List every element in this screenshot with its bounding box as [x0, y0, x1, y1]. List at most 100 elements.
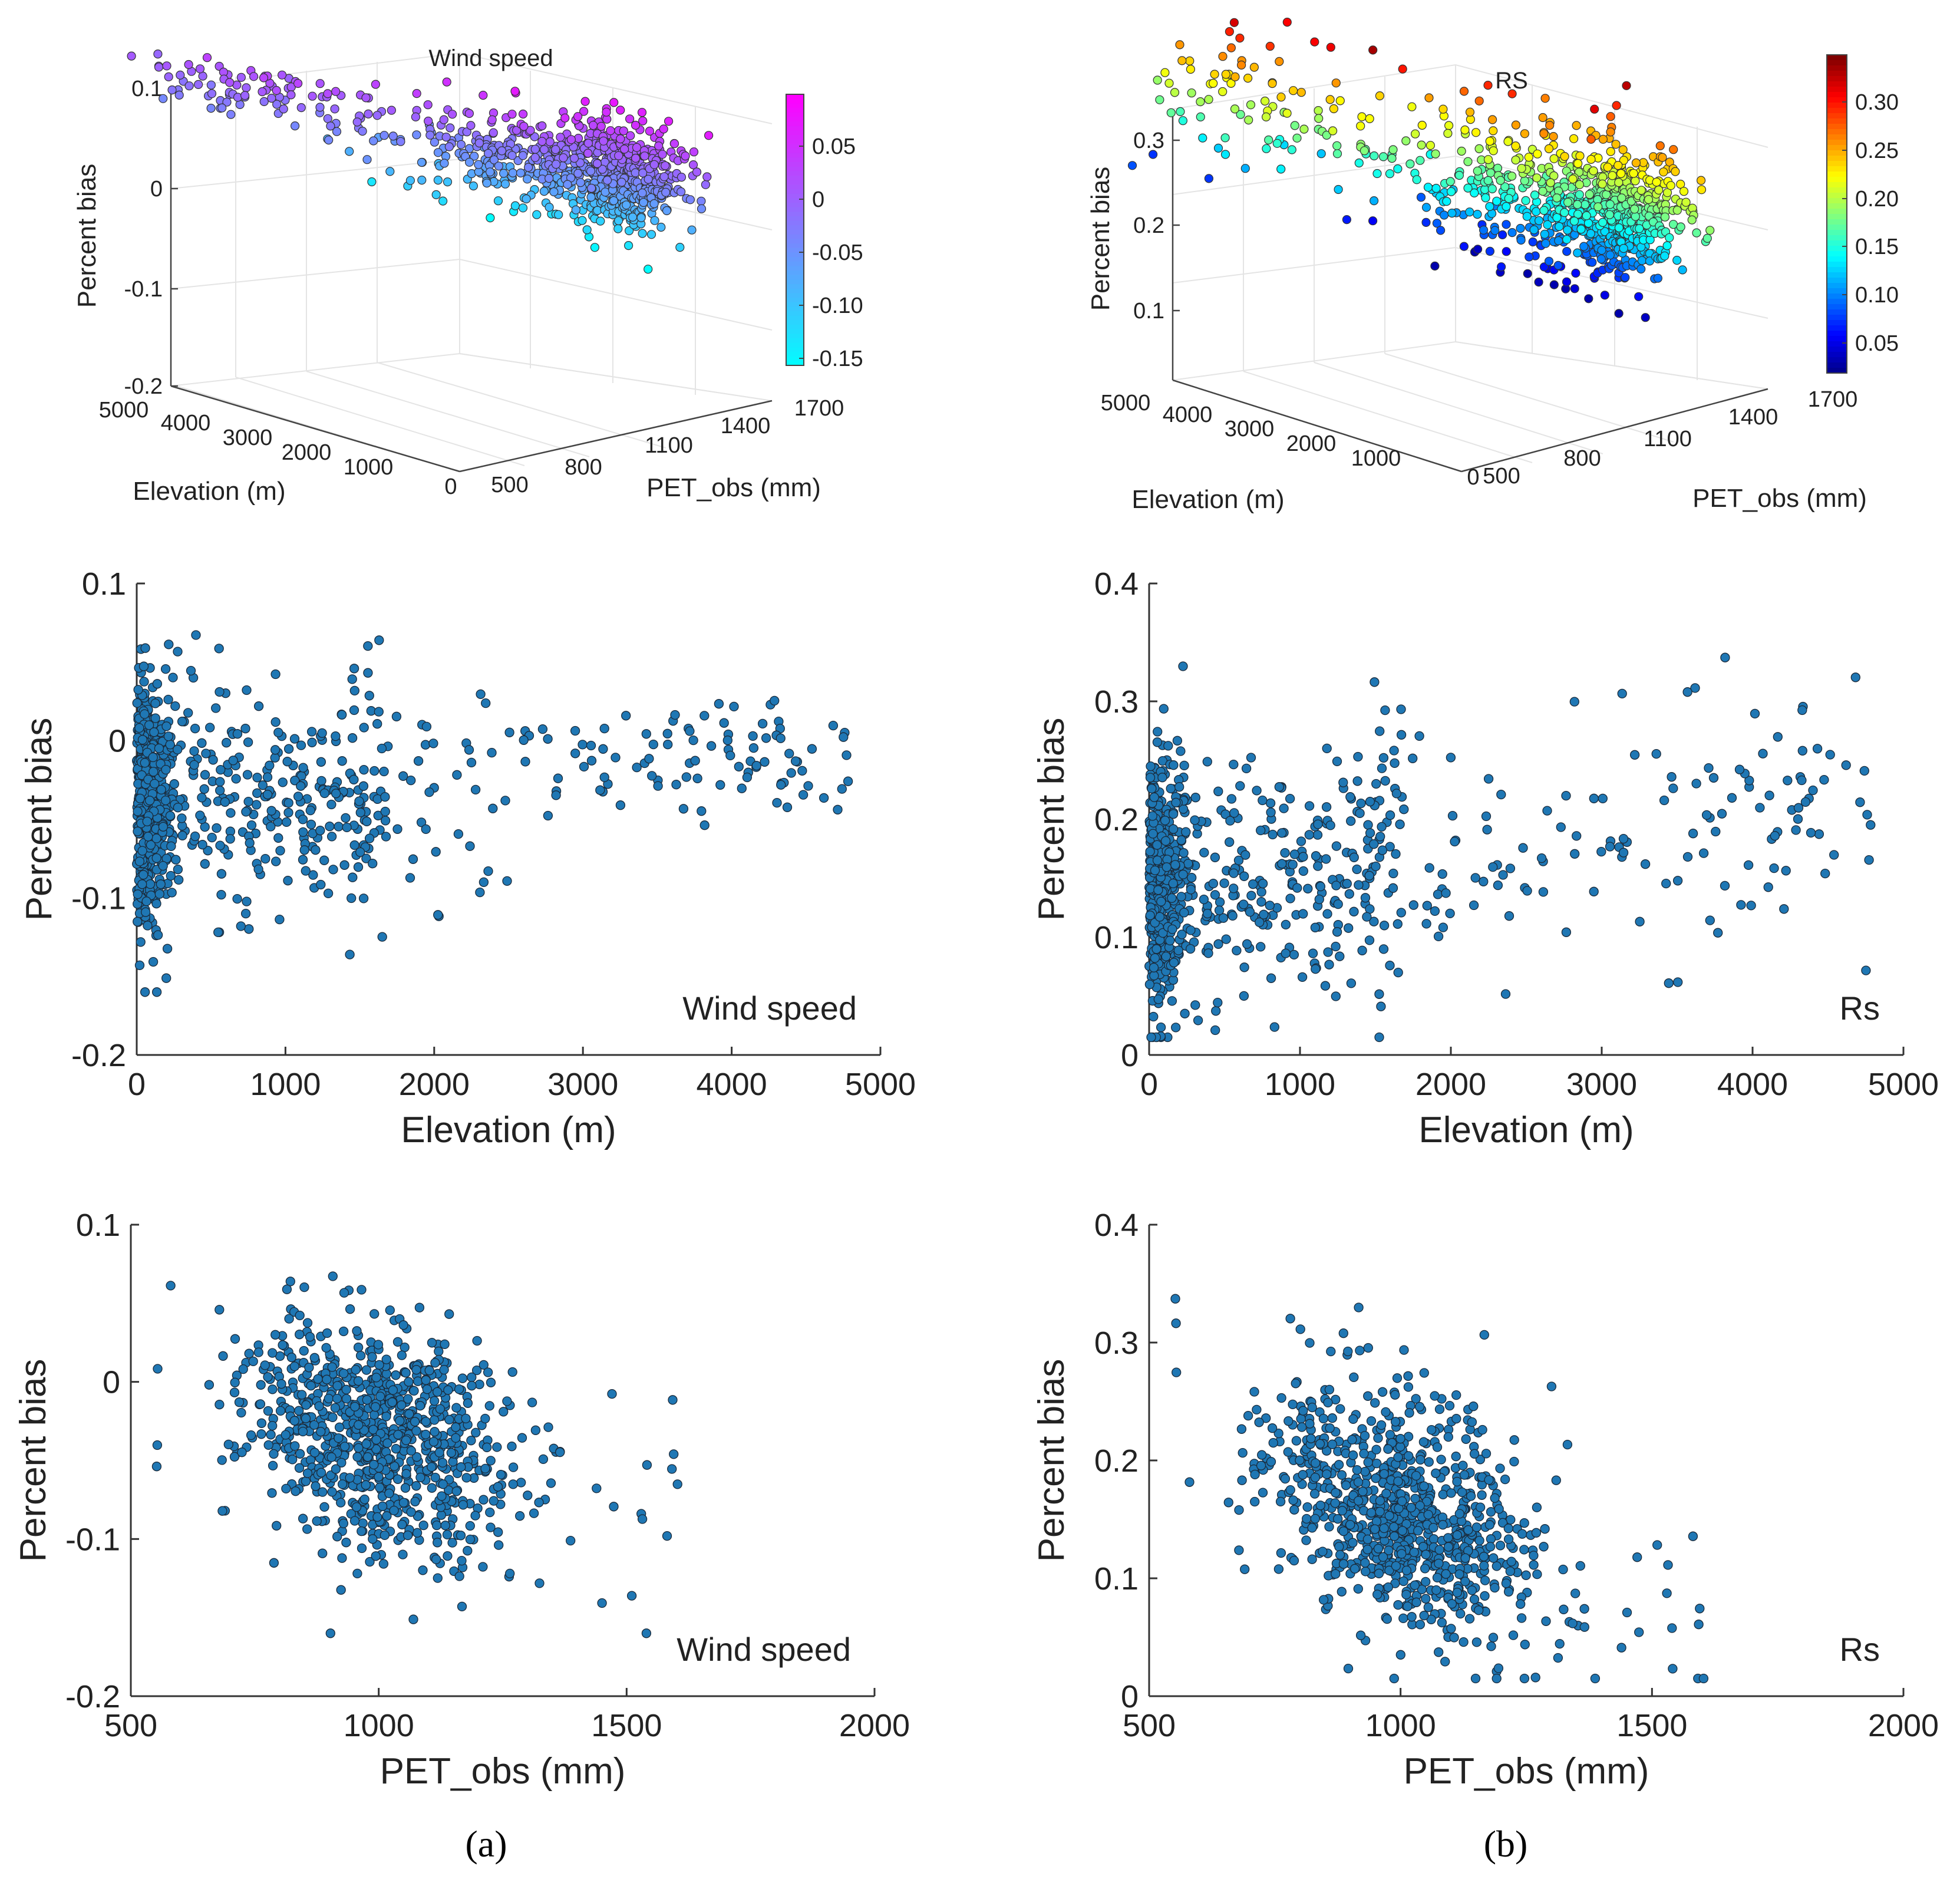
- data-point: [1589, 794, 1598, 803]
- zlabel-3d-a: Percent bias: [72, 164, 101, 308]
- data-point: [609, 1502, 618, 1511]
- data-point: [1466, 108, 1474, 116]
- data-point: [154, 50, 162, 58]
- data-point: [333, 1381, 342, 1390]
- data-point: [1560, 209, 1569, 217]
- colorbar-segment: [786, 239, 804, 244]
- data-point: [368, 178, 376, 186]
- data-point: [1229, 869, 1238, 878]
- data-point: [1540, 230, 1549, 238]
- data-point: [707, 741, 716, 750]
- data-point: [1361, 893, 1370, 902]
- data-point: [598, 1599, 606, 1608]
- data-point: [1165, 79, 1173, 87]
- data-point: [316, 80, 324, 88]
- data-point: [1425, 863, 1434, 872]
- data-point: [295, 1311, 304, 1320]
- data-point: [1300, 125, 1308, 133]
- data-point: [1415, 731, 1424, 740]
- data-point: [263, 773, 272, 781]
- data-point: [487, 748, 496, 757]
- data-point: [159, 862, 167, 870]
- data-point: [1394, 165, 1402, 173]
- data-point: [714, 700, 723, 708]
- data-point: [235, 1398, 244, 1407]
- y-tick-label: -0.1: [65, 1522, 120, 1557]
- data-point: [1573, 200, 1582, 209]
- data-point: [1599, 218, 1607, 226]
- data-point: [770, 696, 779, 705]
- colorbar-segment: [786, 225, 804, 230]
- data-point: [362, 1396, 371, 1404]
- colorbar-segment: [786, 207, 804, 213]
- data-point: [1365, 936, 1374, 945]
- data-point: [1353, 777, 1362, 786]
- data-point: [416, 1473, 425, 1482]
- data-point: [341, 813, 350, 822]
- data-point: [348, 734, 357, 743]
- data-point: [390, 1506, 398, 1515]
- data-point: [672, 780, 681, 789]
- data-point: [703, 173, 711, 181]
- data-point: [1530, 226, 1538, 234]
- data-point: [410, 1386, 418, 1395]
- points-3d-a: [127, 50, 713, 273]
- data-point: [1563, 248, 1571, 256]
- data-point: [383, 1439, 392, 1447]
- data-point: [1434, 932, 1443, 941]
- data-point: [407, 1508, 415, 1516]
- data-point: [1311, 965, 1320, 974]
- data-point: [783, 803, 792, 812]
- colorbar-segment: [1827, 336, 1847, 342]
- data-point: [1170, 958, 1179, 967]
- data-point: [1466, 208, 1474, 216]
- data-point: [299, 763, 308, 772]
- data-point: [1667, 773, 1676, 781]
- data-point: [336, 1585, 345, 1594]
- data-point: [1422, 218, 1430, 226]
- data-point: [276, 846, 285, 855]
- data-point: [1631, 750, 1639, 759]
- data-point: [222, 738, 231, 747]
- data-point: [1291, 121, 1299, 130]
- data-point: [1224, 1498, 1233, 1507]
- data-point: [799, 790, 808, 799]
- data-point: [327, 1453, 336, 1462]
- data-point: [438, 1458, 447, 1467]
- data-point: [1545, 257, 1553, 265]
- colorbar-tick-label: -0.15: [812, 347, 863, 371]
- data-point: [370, 767, 379, 776]
- data-point: [1168, 925, 1177, 934]
- data-point: [395, 1416, 404, 1425]
- data-point: [657, 223, 665, 232]
- data-point: [603, 176, 612, 184]
- data-point: [1162, 863, 1171, 872]
- data-point: [1146, 885, 1155, 893]
- colorbar-segment: [1827, 87, 1847, 93]
- data-point: [176, 71, 184, 79]
- data-point: [489, 1496, 498, 1505]
- data-point: [1606, 113, 1615, 121]
- colorbar-segment: [1827, 187, 1847, 193]
- data-point: [1668, 1624, 1677, 1633]
- colorbar-segment: [786, 284, 804, 289]
- data-point: [1169, 879, 1177, 888]
- data-point: [1334, 900, 1342, 909]
- elevation-tick-label: 0: [1467, 465, 1479, 490]
- data-point: [466, 842, 474, 850]
- data-point: [351, 1366, 360, 1374]
- data-point: [254, 865, 263, 874]
- data-point: [521, 757, 530, 766]
- data-point: [1480, 226, 1488, 234]
- data-point: [671, 711, 679, 720]
- data-point: [596, 217, 605, 225]
- data-point: [284, 799, 293, 807]
- data-point: [326, 122, 335, 130]
- data-point: [1520, 130, 1529, 138]
- data-point: [1309, 949, 1318, 958]
- data-point: [1475, 97, 1483, 105]
- data-point: [421, 825, 430, 833]
- data-point: [1299, 909, 1308, 918]
- data-point: [290, 1362, 299, 1371]
